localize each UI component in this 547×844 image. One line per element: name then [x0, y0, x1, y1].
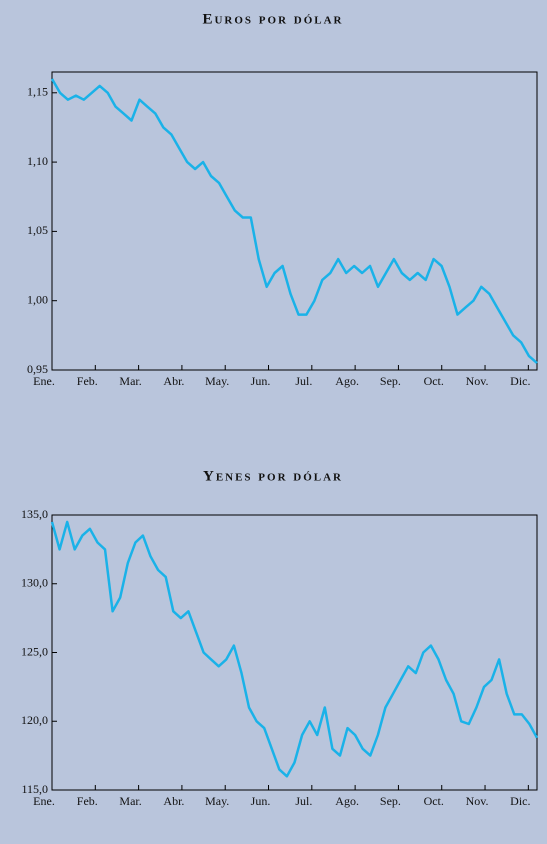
- x-tick-label: Oct.: [424, 794, 444, 808]
- x-tick-label: May.: [205, 374, 229, 388]
- x-tick-label: Ene.: [33, 794, 55, 808]
- x-tick-label: Mar.: [119, 794, 141, 808]
- x-tick-label: Nov.: [466, 794, 489, 808]
- chart-title: Yenes por dólar: [203, 468, 343, 484]
- y-tick-label: 130,0: [21, 576, 48, 590]
- x-tick-label: Jul.: [295, 374, 312, 388]
- y-tick-label: 125,0: [21, 644, 48, 658]
- x-tick-label: Ago.: [335, 794, 359, 808]
- y-tick-label: 1,10: [27, 154, 48, 168]
- x-tick-label: Nov.: [466, 374, 489, 388]
- x-tick-label: May.: [205, 794, 229, 808]
- y-tick-label: 120,0: [21, 713, 48, 727]
- x-tick-label: Abr.: [163, 374, 184, 388]
- x-tick-label: Mar.: [119, 374, 141, 388]
- x-tick-label: Feb.: [77, 374, 98, 388]
- plot-frame: [51, 71, 538, 371]
- y-tick-label: 0,95: [27, 362, 48, 376]
- data-line: [50, 520, 539, 778]
- x-tick-label: Sep.: [380, 794, 401, 808]
- x-tick-label: Abr.: [163, 794, 184, 808]
- x-tick-label: Jun.: [251, 794, 271, 808]
- x-tick-label: Dic.: [510, 794, 530, 808]
- x-tick-label: Jun.: [251, 374, 271, 388]
- plot-frame: [51, 514, 538, 791]
- x-tick-label: Dic.: [510, 374, 530, 388]
- x-tick-label: Feb.: [77, 794, 98, 808]
- x-tick-label: Sep.: [380, 374, 401, 388]
- chart-title: Euros por dólar: [202, 11, 343, 27]
- y-tick-label: 1,05: [27, 223, 48, 237]
- y-tick-label: 135,0: [21, 507, 48, 521]
- x-tick-label: Jul.: [295, 794, 312, 808]
- y-tick-label: 115,0: [21, 782, 48, 796]
- x-tick-label: Oct.: [424, 374, 444, 388]
- y-tick-label: 1,00: [27, 292, 48, 306]
- x-tick-label: Ene.: [33, 374, 55, 388]
- y-tick-label: 1,15: [27, 85, 48, 99]
- data-line: [50, 78, 538, 365]
- x-tick-label: Ago.: [335, 374, 359, 388]
